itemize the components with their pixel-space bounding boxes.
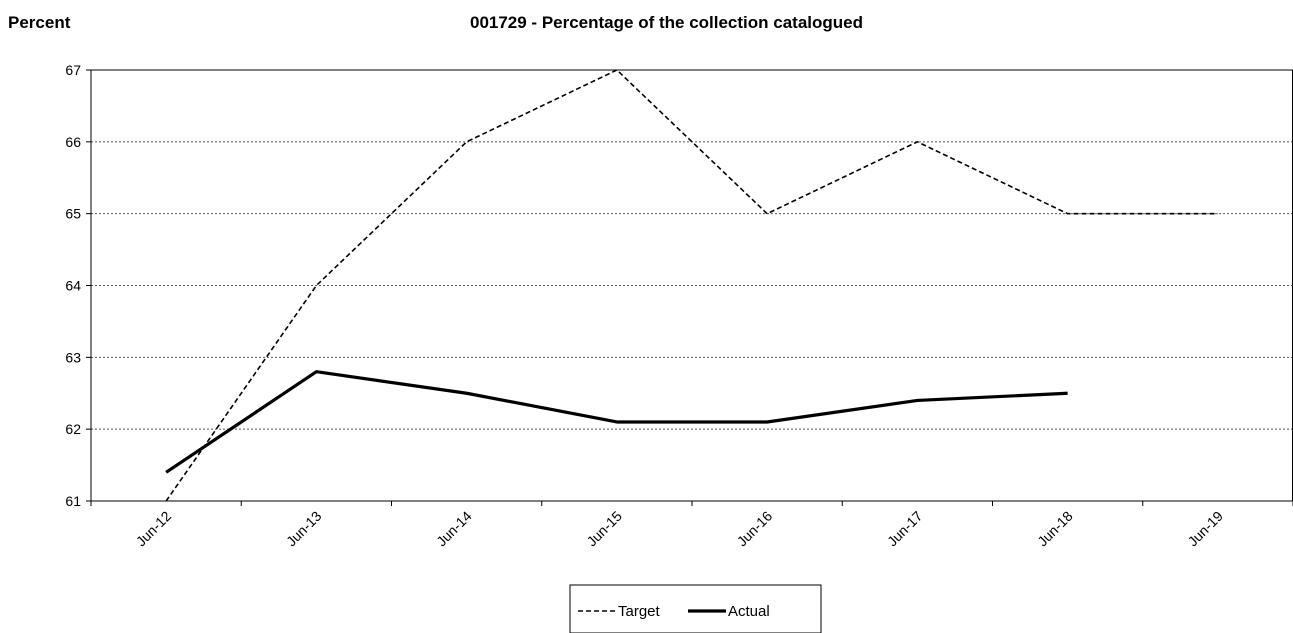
- legend-label-actual: Actual: [728, 603, 770, 620]
- y-tick-label: 64: [65, 278, 81, 294]
- x-tick-label: Jun-17: [884, 508, 926, 550]
- x-tick-label: Jun-14: [433, 508, 475, 550]
- x-tick-label: Jun-15: [583, 508, 625, 550]
- y-axis-label: Percent: [8, 13, 71, 32]
- legend: Target Actual: [569, 584, 822, 633]
- x-tick-labels: Jun-12 Jun-13 Jun-14 Jun-15 Jun-16 Jun-17 Jun-…: [133, 508, 1226, 550]
- y-tick-label: 61: [65, 493, 81, 509]
- series-line-target: [165, 69, 1218, 501]
- y-tick-label: 67: [65, 62, 81, 78]
- y-tick-label: 66: [65, 134, 81, 150]
- legend-label-target: Target: [618, 603, 661, 620]
- y-tick-labels: 61 62 63 64 65 66 67: [65, 62, 81, 509]
- gridlines: [91, 141, 1293, 430]
- y-tick-label: 65: [65, 206, 81, 222]
- axes: [86, 69, 1293, 506]
- x-tick-label: Jun-12: [133, 508, 175, 550]
- x-tick-label: Jun-19: [1184, 508, 1226, 550]
- chart-title: 001729 - Percentage of the collection ca…: [469, 13, 864, 32]
- y-tick-label: 62: [65, 421, 81, 437]
- x-tick-label: Jun-13: [283, 508, 325, 550]
- series-line-actual: [165, 370, 1068, 474]
- legend-box: [569, 584, 822, 633]
- x-tick-label: Jun-16: [734, 508, 776, 550]
- series-lines: [165, 69, 1218, 501]
- x-tick-label: Jun-18: [1034, 508, 1076, 550]
- y-tick-label: 63: [65, 349, 81, 365]
